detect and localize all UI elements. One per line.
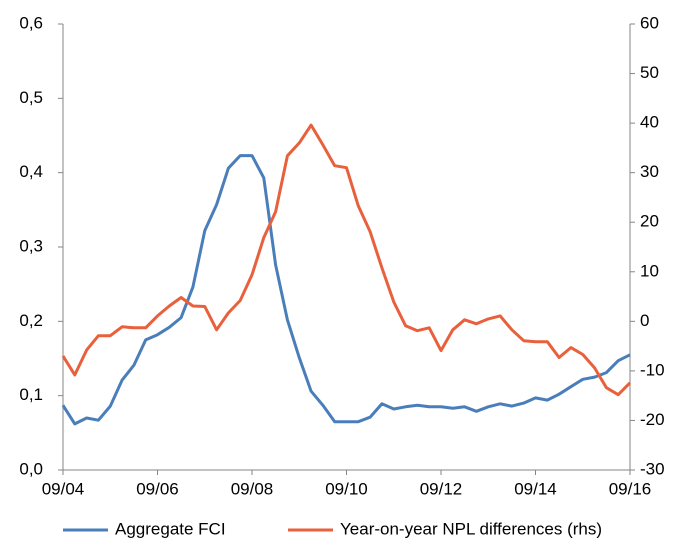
- y2-tick-label: 0: [640, 311, 649, 330]
- x-tick-label: 09/16: [609, 479, 652, 498]
- legend-label: Year-on-year NPL differences (rhs): [340, 519, 602, 538]
- y-tick-label: 0,4: [19, 162, 43, 181]
- legend-label: Aggregate FCI: [115, 519, 226, 538]
- y-tick-label: 0,6: [19, 13, 43, 32]
- x-tick-label: 09/12: [420, 479, 463, 498]
- x-tick-label: 09/14: [514, 479, 557, 498]
- y-tick-label: 0,3: [19, 236, 43, 255]
- x-tick-label: 09/10: [325, 479, 368, 498]
- y2-tick-label: 10: [640, 261, 659, 280]
- y-tick-label: 0,5: [19, 88, 43, 107]
- y2-tick-label: -30: [640, 459, 665, 478]
- y-tick-label: 0,1: [19, 385, 43, 404]
- x-tick-label: 09/08: [231, 479, 274, 498]
- y2-tick-label: -20: [640, 410, 665, 429]
- y2-tick-label: 50: [640, 63, 659, 82]
- y-tick-label: 0,0: [19, 459, 43, 478]
- y2-tick-label: 30: [640, 162, 659, 181]
- x-tick-label: 09/04: [42, 479, 85, 498]
- y2-tick-label: -10: [640, 360, 665, 379]
- y2-tick-label: 60: [640, 13, 659, 32]
- y2-tick-label: 40: [640, 113, 659, 132]
- series-line: [61, 154, 631, 426]
- y2-tick-label: 20: [640, 212, 659, 231]
- x-tick-label: 09/06: [136, 479, 179, 498]
- series-line: [61, 123, 632, 397]
- y-tick-label: 0,2: [19, 311, 43, 330]
